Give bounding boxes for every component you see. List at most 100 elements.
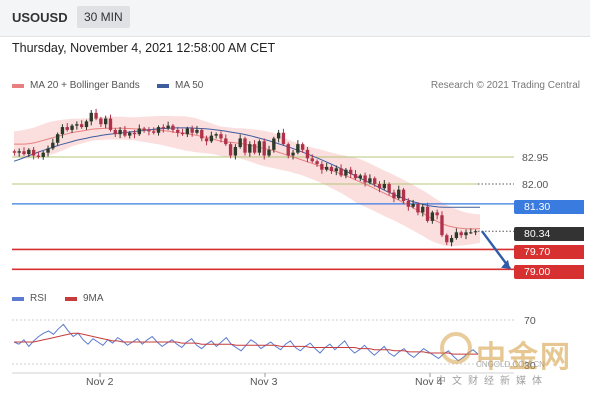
symbol-label: USOUSD: [12, 10, 68, 25]
candle-body: [257, 141, 262, 153]
candle-body: [252, 144, 257, 153]
candle-body: [320, 164, 324, 170]
rsi-ma-swatch: [65, 296, 77, 301]
candle-body: [286, 144, 290, 156]
candle-body: [204, 138, 209, 142]
pivot-level-tag: 81.30: [514, 200, 584, 214]
candle-body: [142, 128, 146, 130]
research-credit: Research © 2021 Trading Central: [430, 80, 580, 91]
candle-body: [166, 125, 170, 129]
candle-body: [281, 132, 286, 145]
watermark-logo-icon: [440, 332, 472, 364]
candle-body: [425, 206, 430, 221]
price-chart[interactable]: [0, 95, 590, 295]
ma50-swatch: [157, 83, 169, 88]
candle-body: [31, 149, 36, 156]
candle-body: [60, 127, 65, 135]
candle-body: [55, 134, 60, 143]
candle-body: [411, 203, 415, 207]
candle-body: [368, 178, 372, 183]
legend-ma50: MA 50: [157, 80, 203, 91]
candle-body: [152, 131, 156, 133]
candle-body: [147, 129, 151, 132]
candle-body: [421, 206, 425, 213]
candle-body: [156, 127, 161, 133]
candle-body: [161, 127, 166, 129]
candle-body: [464, 232, 468, 236]
ma20-legend-label: MA 20 + Bollinger Bands: [30, 80, 140, 91]
ma50-legend-label: MA 50: [175, 80, 204, 91]
rsi-ma-legend-label: 9MA: [83, 293, 104, 304]
candle-body: [79, 124, 84, 128]
rsi-legend-label: RSI: [30, 293, 47, 304]
candle-body: [128, 132, 132, 136]
candle-body: [137, 128, 141, 135]
candle-body: [12, 151, 17, 153]
candle-body: [224, 138, 228, 145]
candle-body: [89, 112, 93, 122]
bollinger-band: [14, 116, 480, 246]
timeframe-button[interactable]: 30 MIN: [77, 6, 130, 28]
candle-body: [473, 231, 478, 233]
candle-body: [176, 129, 180, 133]
ma20-swatch: [12, 83, 24, 88]
candle-body: [296, 144, 300, 153]
rsi-ma-line: [14, 332, 478, 355]
candle-body: [219, 134, 223, 139]
candle-body: [349, 169, 353, 175]
candle-body: [108, 118, 113, 130]
candle-body: [291, 152, 295, 156]
candle-body: [248, 144, 252, 153]
watermark-url: CNGOLD.COM.CN: [476, 360, 545, 369]
candle-body: [46, 148, 50, 153]
resistance-1-label: 82.95: [522, 152, 549, 164]
candle-body: [392, 192, 396, 199]
chart-header: USOUSD 30 MIN: [0, 0, 590, 37]
candle-body: [339, 168, 343, 176]
candle-body: [65, 127, 69, 130]
candle-body: [94, 112, 98, 119]
candle-body: [430, 212, 435, 221]
candle-body: [171, 125, 175, 130]
candle-body: [267, 149, 271, 156]
candle-body: [387, 183, 391, 193]
candle-body: [243, 138, 247, 153]
candle-body: [440, 215, 444, 236]
candle-body: [353, 174, 358, 179]
candle-body: [84, 121, 89, 128]
candle-body: [228, 144, 233, 156]
candle-body: [324, 166, 329, 170]
support-2-tag: 79.00: [514, 265, 584, 279]
support-1-tag: 79.70: [514, 245, 584, 259]
rsi-chart[interactable]: [0, 305, 590, 400]
candle-body: [195, 129, 199, 133]
candle-body: [344, 169, 348, 176]
rsi-line: [13, 323, 479, 362]
watermark-subtitle: 中文财经新媒体: [436, 376, 548, 387]
candle-body: [401, 189, 406, 202]
candle-body: [358, 175, 362, 179]
candle-body: [449, 238, 454, 243]
candle-body: [180, 132, 185, 135]
watermark: 中金网 CNGOLD.COM.CN 中文财经新媒体: [436, 328, 586, 390]
candle-body: [276, 132, 281, 139]
candle-body: [209, 135, 214, 142]
legend-rsi-ma: 9MA: [65, 293, 104, 304]
candle-body: [103, 118, 108, 125]
candle-body: [469, 232, 473, 234]
chart-datetime: Thursday, November 4, 2021 12:58:00 AM C…: [12, 41, 276, 55]
candle-body: [334, 168, 338, 172]
candle-body: [329, 166, 334, 172]
x-tick-nov2: Nov 2: [86, 376, 114, 388]
candle-body: [435, 212, 439, 216]
resistance-2-label: 82.00: [522, 179, 549, 191]
candle-body: [17, 151, 21, 153]
projection-arrow-shaft: [481, 230, 511, 270]
candle-body: [70, 125, 74, 130]
candle-body: [200, 129, 204, 139]
rsi-swatch: [12, 296, 24, 301]
candle-body: [27, 149, 31, 155]
x-tick-nov3: Nov 3: [250, 376, 278, 388]
candle-body: [238, 138, 242, 147]
projection-arrow-head: [501, 259, 510, 269]
